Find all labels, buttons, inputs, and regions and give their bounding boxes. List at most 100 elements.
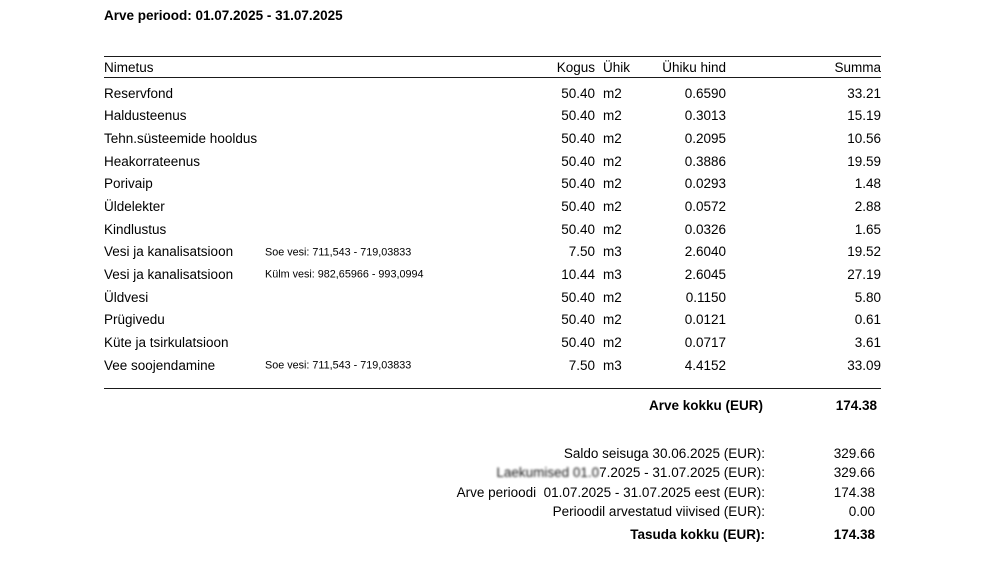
item-name: Vesi ja kanalisatsioon: [104, 266, 234, 282]
item-unit-price: 2.6045: [684, 266, 726, 282]
item-sum: 33.09: [847, 357, 881, 373]
item-unit-price: 0.0717: [684, 334, 726, 350]
item-name: Haldusteenus: [104, 108, 187, 124]
item-quantity: 50.40: [561, 289, 595, 305]
item-name: Küte ja tsirkulatsioon: [104, 334, 229, 350]
item-unit: m2: [603, 85, 622, 101]
item-sum: 19.52: [847, 244, 881, 260]
item-unit-price: 2.6040: [684, 244, 726, 260]
item-unit: m3: [603, 244, 622, 260]
item-unit-price: 0.1150: [685, 289, 726, 305]
item-meter-note: Soe vesi: 711,543 - 719,03833: [265, 246, 412, 259]
table-row: Vesi ja kanalisatsioon Soe vesi: 711,543…: [104, 240, 881, 263]
summary-value: 329.66: [833, 465, 875, 481]
item-sum: 1.65: [854, 221, 881, 237]
item-sum: 5.80: [854, 289, 881, 305]
item-unit: m2: [603, 176, 622, 192]
summary-line-arve-perioodi: Arve perioodi 01.07.2025 - 31.07.2025 ee…: [104, 483, 881, 502]
item-unit: m2: [603, 334, 622, 350]
column-header-summa: Summa: [834, 60, 881, 75]
item-unit: m2: [603, 199, 622, 215]
table-row: Porivaip 50.40 m2 0.0293 1.48: [104, 173, 881, 196]
table-row: Küte ja tsirkulatsioon 50.40 m2 0.0717 3…: [104, 331, 881, 354]
amount-due-value: 174.38: [833, 527, 875, 543]
table-row: Vesi ja kanalisatsioon Külm vesi: 982,65…: [104, 263, 881, 286]
item-unit-price: 0.0121: [684, 312, 726, 328]
item-meter-note: Külm vesi: 982,65966 - 993,0994: [265, 268, 424, 281]
column-header-uhiku-hind: Ühiku hind: [662, 60, 726, 75]
table-row: Vee soojendamine Soe vesi: 711,543 - 719…: [104, 354, 881, 377]
item-sum: 2.88: [854, 199, 881, 215]
item-unit-price: 0.2095: [684, 131, 726, 147]
table-row: Üldelekter 50.40 m2 0.0572 2.88: [104, 195, 881, 218]
item-unit: m2: [603, 108, 622, 124]
summary-line-viivised: Perioodil arvestatud viivised (EUR): 0.0…: [104, 502, 881, 521]
balance-summary: Saldo seisuga 30.06.2025 (EUR): 329.66 L…: [104, 444, 881, 544]
item-quantity: 50.40: [561, 85, 595, 101]
item-sum: 33.21: [847, 85, 881, 101]
item-unit: m2: [603, 312, 622, 328]
item-sum: 0.61: [854, 312, 881, 328]
summary-label: Saldo seisuga 30.06.2025 (EUR):: [563, 446, 765, 461]
table-row: Üldvesi 50.40 m2 0.1150 5.80: [104, 286, 881, 309]
table-body: Reservfond 50.40 m2 0.6590 33.21 Haldust…: [104, 78, 881, 390]
item-sum: 1.48: [854, 176, 881, 192]
table-header-row: Nimetus Kogus Ühik Ühiku hind Summa: [104, 56, 881, 78]
table-row: Haldusteenus 50.40 m2 0.3013 15.19: [104, 105, 881, 128]
item-unit: m2: [603, 153, 622, 169]
item-name: Üldvesi: [104, 289, 149, 305]
summary-line-saldo: Saldo seisuga 30.06.2025 (EUR): 329.66: [104, 444, 881, 463]
item-unit-price: 0.0293: [684, 176, 726, 192]
item-unit-price: 0.3886: [684, 153, 726, 169]
table-row: Prügivedu 50.40 m2 0.0121 0.61: [104, 308, 881, 331]
table-row: Tehn.süsteemide hooldus 50.40 m2 0.2095 …: [104, 127, 881, 150]
column-header-kogus: Kogus: [556, 60, 595, 75]
item-unit: m2: [603, 221, 622, 237]
item-quantity: 50.40: [561, 108, 595, 124]
item-quantity: 50.40: [561, 334, 595, 350]
item-quantity: 50.40: [561, 199, 595, 215]
summary-label-blurred-part: Laekumised 01.0: [496, 465, 600, 481]
item-quantity: 7.50: [568, 244, 595, 260]
item-quantity: 50.40: [561, 221, 595, 237]
invoice-total-row: Arve kokku (EUR) 174.38: [104, 398, 881, 413]
summary-value: 0.00: [848, 503, 875, 519]
item-name: Heakorrateenus: [104, 153, 201, 169]
item-name: Üldelekter: [104, 199, 165, 215]
item-quantity: 50.40: [561, 153, 595, 169]
invoice-total-label: Arve kokku (EUR): [648, 398, 763, 414]
item-quantity: 7.50: [568, 357, 595, 373]
item-unit-price: 0.6590: [684, 85, 726, 101]
item-name: Prügivedu: [104, 312, 165, 328]
item-quantity: 50.40: [561, 176, 595, 192]
item-name: Porivaip: [104, 176, 153, 192]
item-name: Vesi ja kanalisatsioon: [104, 244, 234, 260]
item-quantity: 10.44: [561, 266, 595, 282]
charges-table: Nimetus Kogus Ühik Ühiku hind Summa Rese…: [104, 56, 881, 413]
item-name: Reservfond: [104, 85, 174, 101]
item-name: Kindlustus: [104, 221, 167, 237]
column-header-nimetus: Nimetus: [104, 60, 154, 75]
item-unit: m2: [603, 289, 622, 305]
summary-label: 7.2025 - 31.07.2025 (EUR):: [599, 465, 765, 481]
summary-label: Arve perioodi 01.07.2025 - 31.07.2025 ee…: [456, 484, 765, 500]
summary-value: 329.66: [833, 446, 875, 461]
item-unit-price: 0.0572: [684, 199, 726, 215]
summary-label: Perioodil arvestatud viivised (EUR):: [552, 503, 765, 519]
table-row: Heakorrateenus 50.40 m2 0.3886 19.59: [104, 150, 881, 173]
item-unit: m3: [603, 266, 622, 282]
invoice-total-value: 174.38: [835, 398, 877, 414]
item-unit-price: 0.3013: [684, 108, 726, 124]
table-row: Reservfond 50.40 m2 0.6590 33.21: [104, 82, 881, 105]
item-sum: 19.59: [847, 153, 881, 169]
amount-due-label: Tasuda kokku (EUR):: [630, 527, 765, 543]
column-header-uhik: Ühik: [603, 60, 631, 75]
item-name: Vee soojendamine: [104, 357, 216, 373]
summary-line-laekumised: Laekumised 01.07.2025 - 31.07.2025 (EUR)…: [104, 463, 881, 482]
item-meter-note: Soe vesi: 711,543 - 719,03833: [265, 359, 412, 372]
item-name: Tehn.süsteemide hooldus: [104, 131, 258, 147]
item-quantity: 50.40: [561, 312, 595, 328]
item-unit: m3: [603, 357, 622, 373]
item-sum: 27.19: [847, 266, 881, 282]
